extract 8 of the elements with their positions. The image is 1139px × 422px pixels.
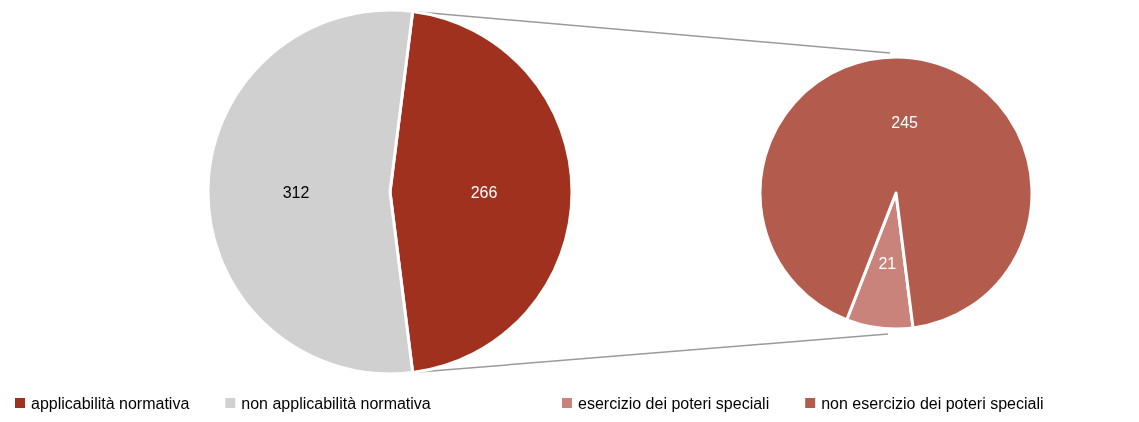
legend-label: esercizio dei poteri speciali <box>578 394 770 412</box>
data-label: 266 <box>470 183 498 201</box>
legend-label: non applicabilità normativa <box>241 394 431 412</box>
data-label: 312 <box>282 183 310 201</box>
data-label: 21 <box>878 254 897 272</box>
data-label: 245 <box>891 114 919 132</box>
legend-label: non esercizio dei poteri speciali <box>821 394 1044 412</box>
legend-label: applicabilità normativa <box>31 394 190 412</box>
